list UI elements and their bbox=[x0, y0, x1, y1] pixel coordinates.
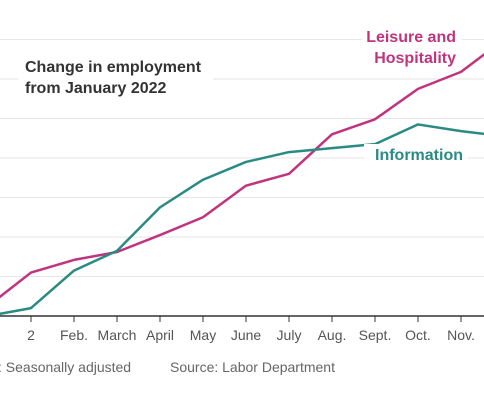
series-label-leisure-hospitality-line-1: Leisure and bbox=[366, 29, 456, 46]
x-tick-label: Feb. bbox=[60, 327, 88, 343]
series-label-information: Information bbox=[375, 147, 463, 164]
series-line-information bbox=[0, 123, 484, 316]
series-lines bbox=[0, 53, 484, 316]
footnote-seasonally-adjusted: : Seasonally adjusted bbox=[0, 359, 131, 375]
series-line-leisure-hospitality bbox=[0, 53, 484, 299]
leisure-label-background bbox=[362, 26, 462, 70]
x-tick-label: Nov. bbox=[447, 327, 475, 343]
chart-title-line-1: Change in employment bbox=[25, 59, 202, 76]
chart-title-line-2: from January 2022 bbox=[25, 80, 167, 97]
x-tick-label: April bbox=[146, 327, 174, 343]
series-label-leisure-hospitality-line-2: Hospitality bbox=[374, 50, 456, 67]
title-background bbox=[18, 53, 213, 99]
x-tick-label: Oct. bbox=[405, 327, 431, 343]
x-tick-label: Aug. bbox=[318, 327, 347, 343]
x-tick-label: May bbox=[190, 327, 216, 343]
x-tick-label: Sept. bbox=[359, 327, 392, 343]
x-tick-label: March bbox=[98, 327, 137, 343]
information-label-background bbox=[364, 144, 468, 166]
source-note: Source: Labor Department bbox=[170, 359, 335, 375]
x-tick-label: June bbox=[231, 327, 262, 343]
x-tick-label: 2 bbox=[27, 327, 35, 343]
x-tick-labels: 2 Feb. March April May June July Aug. Sept. Oct. N… bbox=[27, 316, 475, 343]
x-tick-label: July bbox=[277, 327, 302, 343]
